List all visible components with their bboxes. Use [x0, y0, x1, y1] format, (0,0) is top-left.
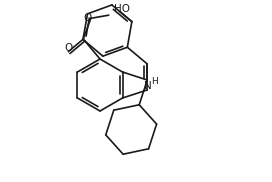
- Text: N: N: [144, 81, 152, 91]
- Text: O: O: [84, 13, 92, 23]
- Text: H: H: [151, 78, 157, 86]
- Text: HO: HO: [114, 4, 130, 14]
- Text: O: O: [64, 43, 72, 53]
